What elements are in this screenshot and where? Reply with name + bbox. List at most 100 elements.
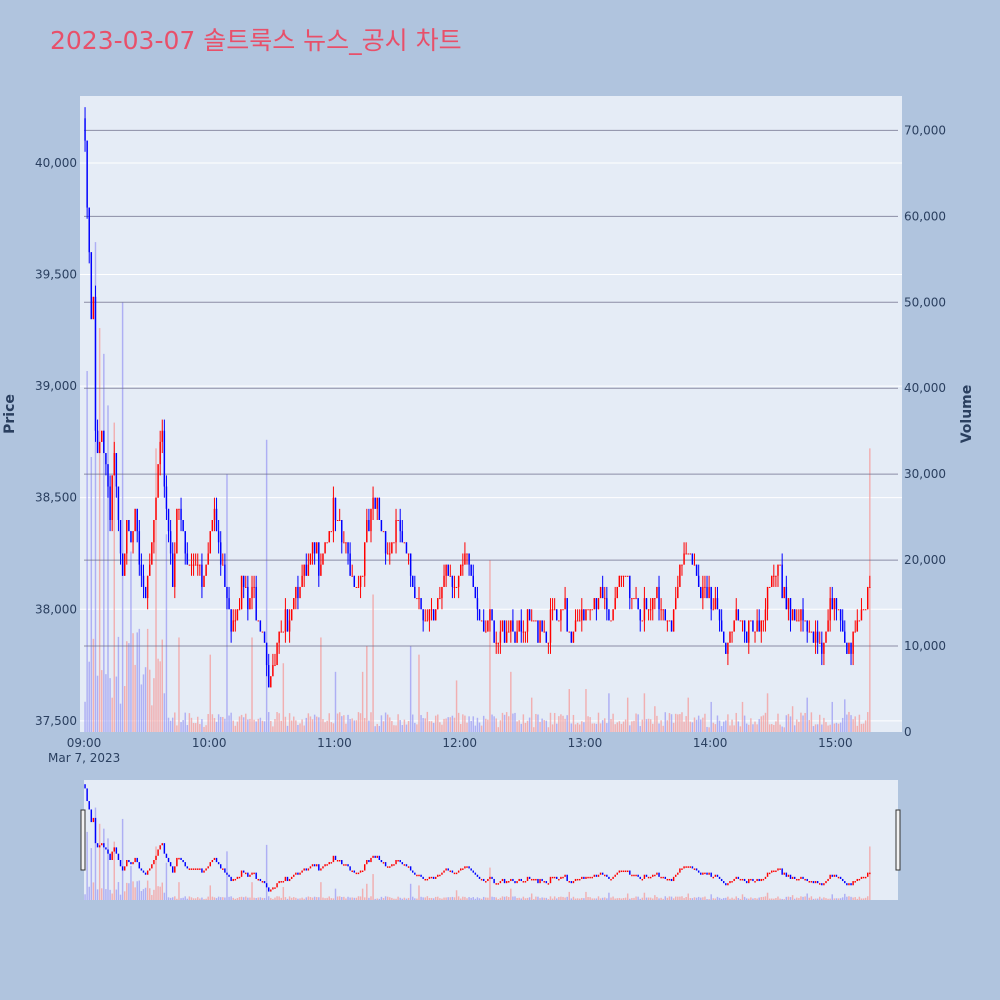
candle-body [178,508,180,510]
candle-body [366,520,368,543]
slider-candle [775,870,777,873]
candle-body [804,620,806,622]
volume-bar [372,594,374,732]
candle-body [485,631,487,633]
volume-bar [176,725,178,732]
volume-bar [695,719,698,732]
slider-volume-bar [848,896,850,900]
candle-body [491,609,493,621]
slider-candle [138,862,141,869]
candle-body [460,564,462,576]
candle-body [136,508,138,532]
candle-body [658,586,660,610]
volume-bar [230,712,232,732]
slider-volume-bar [409,883,412,900]
volume-bar [624,719,627,732]
candle-body [324,542,326,554]
slider-volume-bar [518,897,520,900]
volume-bar [251,637,253,732]
slider-candle [620,870,623,873]
volume-bar [556,723,558,732]
range-slider[interactable] [80,780,901,900]
candle-body [416,598,418,600]
volume-bar [351,718,353,732]
volume-bar [146,628,149,732]
candle-body [856,620,859,632]
volume-bar [305,717,308,732]
slider-volume-bar [272,898,274,900]
volume-bar [245,713,247,732]
slider-candle [336,860,339,862]
candle-body [228,598,230,610]
volume-bar [101,670,103,732]
volume-bar [514,712,516,732]
slider-volume-bar [604,897,606,900]
range-slider-left-handle[interactable] [80,809,86,871]
volume-bar [84,701,86,732]
slider-volume-bar [652,898,654,900]
volume-bar [672,722,675,732]
slider-candle [389,866,391,868]
volume-bar [595,723,598,732]
slider-candle [349,866,351,871]
slider-volume-bar [758,897,760,900]
slider-candle [186,866,189,869]
slider-candle [303,868,305,871]
volume-bar [839,722,842,732]
slider-candle [426,878,429,881]
candle-body [284,609,287,632]
candle-body [748,620,750,643]
slider-volume-bar [117,882,120,900]
slider-candle [489,876,491,879]
slider-volume-bar [320,882,322,900]
candle-body [422,609,424,621]
x-tick-label: 09:00 [67,736,102,750]
slider-volume-bar [219,897,222,900]
slider-candle [626,870,629,873]
volume-bar [422,718,424,732]
candle-body [700,586,702,599]
slider-candle [712,876,715,879]
candle-body [768,586,771,588]
candle-body [581,609,583,621]
slider-volume-bar [770,898,773,900]
volume-bar [725,720,727,732]
volume-bar [558,716,560,732]
slider-candle [251,872,253,875]
volume-bar [326,720,328,732]
slider-volume-bar [716,896,719,900]
slider-candle [432,876,435,879]
slider-candle [464,866,466,869]
slider-candle [460,868,462,871]
slider-volume-bar [445,897,447,900]
volume-bar [284,716,287,732]
volume-bar [773,724,775,732]
volume-bar [503,714,506,732]
slider-volume-bar [397,896,399,900]
candle-body [430,609,433,611]
slider-volume-bar [174,896,176,900]
slider-candle [604,874,606,877]
slider-volume-bar [777,896,779,900]
slider-candle [146,870,149,875]
volume-bar [174,712,176,732]
range-slider-right-handle[interactable] [895,809,901,871]
candle-body [157,464,159,498]
slider-candle [320,868,322,871]
slider-volume-bar [439,898,441,900]
slider-volume-bar [351,897,353,900]
slider-volume-bar [449,897,452,900]
slider-candle [226,872,228,875]
slider-candle [288,878,291,882]
slider-candle [372,855,374,858]
slider-candle [716,874,719,877]
slider-volume-bar [524,898,527,900]
candle-body [184,531,186,554]
slider-candle [466,866,468,868]
slider-volume-bar [255,898,257,900]
slider-candle [163,843,166,854]
range-slider-volume [84,807,871,900]
slider-volume-bar [455,890,458,900]
volume-bar [115,676,118,732]
slider-volume-bar [568,891,570,900]
